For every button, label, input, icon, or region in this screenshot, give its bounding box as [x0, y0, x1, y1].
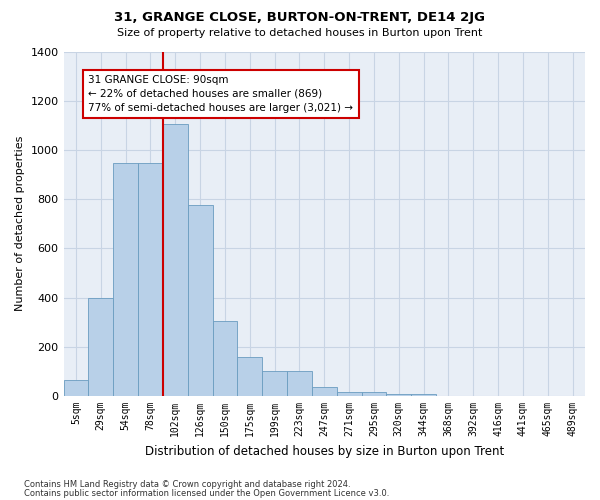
- Bar: [262, 372, 287, 396]
- Bar: [411, 394, 436, 396]
- Bar: [138, 164, 163, 396]
- Bar: [88, 298, 113, 396]
- Text: 31, GRANGE CLOSE, BURTON-ON-TRENT, DE14 2JG: 31, GRANGE CLOSE, BURTON-ON-TRENT, DE14 …: [115, 11, 485, 24]
- Text: Contains HM Land Registry data © Crown copyright and database right 2024.: Contains HM Land Registry data © Crown c…: [24, 480, 350, 489]
- Bar: [113, 164, 138, 396]
- Bar: [212, 321, 238, 396]
- Bar: [163, 124, 188, 396]
- Bar: [312, 388, 337, 396]
- Bar: [362, 392, 386, 396]
- Text: 31 GRANGE CLOSE: 90sqm
← 22% of detached houses are smaller (869)
77% of semi-de: 31 GRANGE CLOSE: 90sqm ← 22% of detached…: [88, 75, 353, 113]
- Text: Size of property relative to detached houses in Burton upon Trent: Size of property relative to detached ho…: [118, 28, 482, 38]
- Bar: [337, 392, 362, 396]
- Bar: [64, 380, 88, 396]
- Y-axis label: Number of detached properties: Number of detached properties: [15, 136, 25, 312]
- X-axis label: Distribution of detached houses by size in Burton upon Trent: Distribution of detached houses by size …: [145, 444, 504, 458]
- Bar: [238, 356, 262, 396]
- Text: Contains public sector information licensed under the Open Government Licence v3: Contains public sector information licen…: [24, 489, 389, 498]
- Bar: [188, 206, 212, 396]
- Bar: [386, 394, 411, 396]
- Bar: [287, 372, 312, 396]
